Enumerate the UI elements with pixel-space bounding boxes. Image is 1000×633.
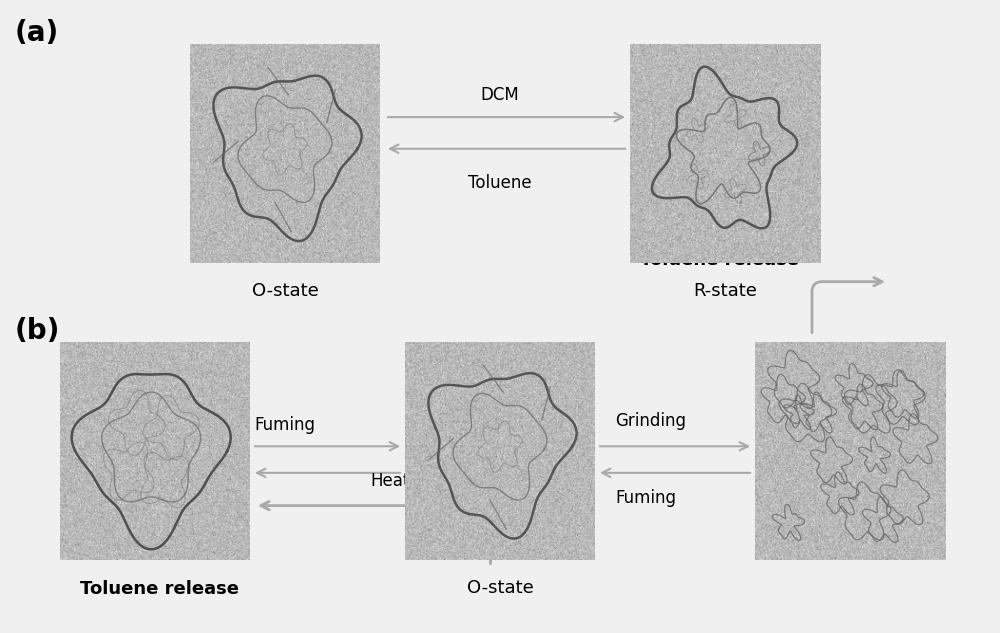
FancyArrowPatch shape — [261, 501, 491, 564]
Text: DCM: DCM — [481, 87, 519, 104]
Text: Fuming: Fuming — [615, 489, 676, 506]
Text: (b): (b) — [15, 316, 60, 344]
Text: Toluene release: Toluene release — [640, 251, 800, 269]
Text: Grinding: Grinding — [615, 413, 686, 430]
FancyArrowPatch shape — [812, 277, 882, 333]
Text: Toluene release: Toluene release — [80, 580, 240, 598]
Text: Fuming: Fuming — [254, 416, 316, 434]
Text: O-state: O-state — [467, 579, 533, 597]
Text: (a): (a) — [15, 19, 59, 47]
Text: Toluene: Toluene — [468, 174, 532, 192]
Text: R-state: R-state — [693, 282, 757, 299]
Text: Heating: Heating — [370, 472, 435, 490]
Text: O-state: O-state — [252, 282, 318, 299]
